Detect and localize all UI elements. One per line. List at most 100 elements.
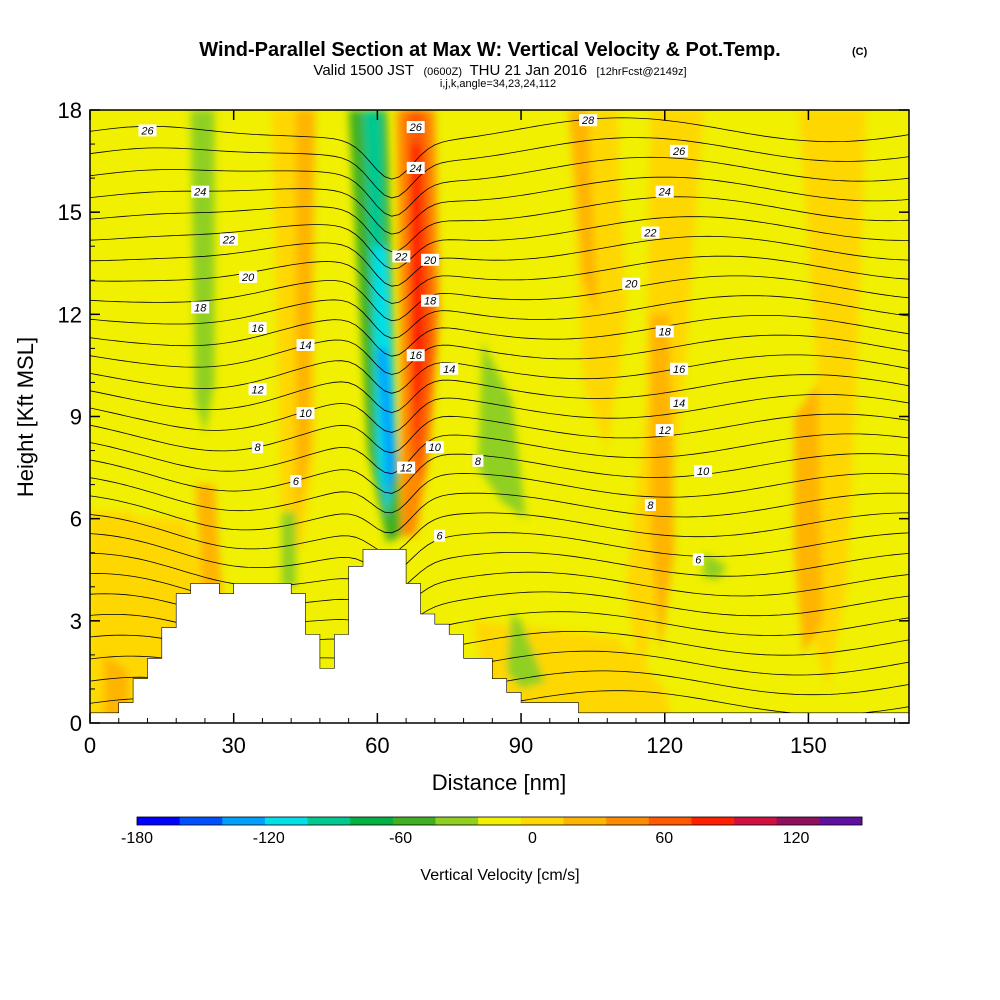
colorbar-swatch	[435, 817, 479, 825]
colorbar-label: Vertical Velocity [cm/s]	[420, 867, 579, 884]
contour-label-text: 12	[251, 384, 263, 396]
contour-label: 10	[425, 441, 444, 454]
velocity-region	[703, 552, 727, 580]
theta-contour	[90, 315, 909, 357]
contour-label-text: 6	[437, 531, 444, 543]
colorbar-swatch	[392, 817, 436, 825]
contour-label: 18	[191, 301, 210, 315]
contour-label-text: 10	[429, 442, 442, 454]
contour-label-bg	[397, 461, 416, 474]
contour-label: 22	[219, 233, 238, 246]
theta-contour	[90, 394, 909, 433]
contour-label-bg	[406, 121, 425, 133]
contour-label: 10	[296, 407, 315, 420]
theta-contour	[90, 156, 909, 217]
contour-label-text: 24	[658, 187, 671, 199]
theta-contour	[90, 453, 909, 494]
colorbar-tick-label: -120	[253, 830, 285, 847]
contour-label-text: 6	[695, 555, 702, 567]
theta-contour	[90, 532, 909, 574]
theta-contour	[90, 117, 909, 180]
contour-label-text: 22	[394, 251, 407, 263]
x-tick-label: 60	[365, 733, 389, 758]
contour-label: 22	[641, 226, 660, 240]
x-axis-label: Distance [nm]	[432, 770, 567, 795]
contour-label-bg	[406, 161, 425, 174]
colorbar-swatch	[819, 817, 863, 825]
x-tick-label: 0	[84, 733, 96, 758]
y-tick-label: 9	[70, 405, 82, 430]
theta-contours	[90, 117, 909, 723]
contour-label-text: 28	[581, 115, 595, 127]
y-tick-label: 6	[70, 507, 82, 532]
colorbar-frame	[136, 816, 863, 826]
contour-label-text: 8	[475, 456, 482, 468]
contour-label-bg	[406, 349, 425, 362]
contour-label: 18	[421, 294, 440, 308]
colorbar-swatch	[264, 817, 308, 825]
contour-label-text: 6	[293, 476, 300, 488]
contour-label-text: 12	[659, 425, 671, 437]
contour-label-text: 12	[400, 463, 412, 475]
velocity-region	[377, 348, 397, 502]
theta-contour	[90, 413, 909, 454]
y-tick-label: 18	[58, 98, 82, 123]
theta-contour	[90, 295, 909, 339]
x-tick-label: 30	[221, 733, 245, 758]
contour-label-bg	[425, 441, 444, 454]
contour-label: 24	[191, 185, 210, 199]
theta-contour	[90, 433, 909, 475]
theta-contour	[90, 512, 909, 554]
chart-subsubtitle: i,j,k,angle=34,23,24,112	[440, 78, 556, 90]
theta-contour	[90, 354, 909, 394]
contour-label-bg	[655, 325, 674, 338]
chart-subtitle: Valid 1500 JST (0600Z) THU 21 Jan 2016 […	[313, 62, 686, 79]
contour-label: 8	[472, 454, 484, 468]
colorbar-swatch	[563, 817, 607, 825]
contour-label-bg	[440, 362, 459, 375]
colorbar-swatch	[734, 817, 778, 825]
contour-label: 20	[421, 253, 440, 267]
contour-label-bg	[692, 553, 704, 566]
contour-label: 6	[692, 553, 704, 567]
contour-label: 26	[138, 124, 157, 137]
colorbar-tick-label: -180	[121, 830, 153, 847]
contour-label: 12	[655, 424, 674, 437]
contour-label-text: 22	[643, 228, 656, 240]
contour-label: 10	[694, 465, 713, 478]
contour-label: 24	[406, 161, 425, 175]
theta-contour	[90, 492, 909, 534]
contour-label-text: 26	[140, 125, 154, 137]
contour-label-bg	[670, 396, 689, 409]
contour-label-bg	[694, 465, 713, 477]
contour-label-text: 16	[410, 350, 423, 362]
contour-label-text: 8	[255, 442, 262, 454]
terrain	[90, 549, 909, 723]
y-axis-label: Height [Kft MSL]	[13, 337, 38, 497]
colorbar-swatch	[179, 817, 223, 825]
contour-label-bg	[191, 301, 210, 314]
velocity-region	[568, 110, 598, 315]
contour-label-text: 20	[624, 279, 638, 291]
contour-label-text: 18	[424, 296, 437, 308]
contour-label-bg	[296, 407, 315, 420]
contour-label: 14	[670, 396, 689, 410]
contour-label: 26	[670, 144, 689, 158]
theta-contour	[90, 176, 909, 235]
colorbar-swatch	[776, 817, 820, 825]
contour-label-bg	[579, 114, 598, 127]
plot-area: 26 24 22 20 18 16 14 12 10 8 6 26 24 22 20 18 16 14 12 10 8 6…	[90, 110, 909, 723]
contour-label: 16	[406, 349, 425, 362]
velocity-region	[90, 511, 148, 713]
colorbar-swatch	[606, 817, 650, 825]
theta-contour	[90, 216, 909, 270]
contour-label-text: 18	[659, 326, 672, 338]
colorbar: -180 -120 -60 0 60 120	[121, 816, 863, 847]
theta-contour	[90, 196, 909, 253]
valid-date: THU 21 Jan 2016	[469, 62, 587, 79]
velocity-region	[281, 511, 296, 587]
colorbar-swatch	[350, 817, 394, 825]
x-tick-label: 150	[790, 733, 827, 758]
forecast-info: [12hrFcst@2149z]	[597, 66, 687, 78]
colorbar-tick-label: 120	[783, 830, 810, 847]
